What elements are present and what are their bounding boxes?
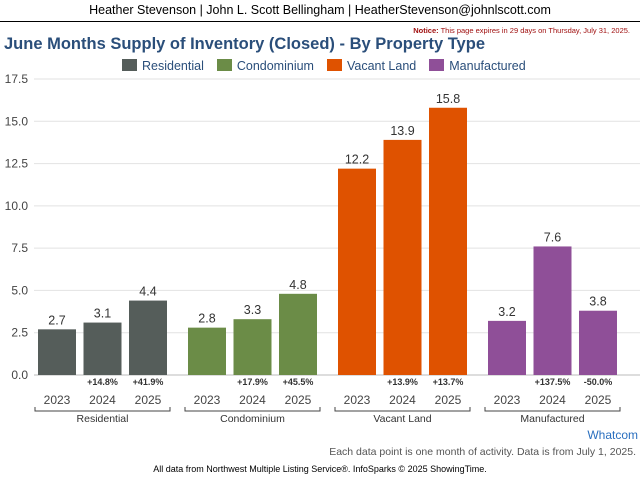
bar [83,322,122,375]
legend-label: Manufactured [449,58,526,73]
agent-header: Heather Stevenson | John L. Scott Bellin… [0,0,640,22]
bar-value-label: 12.2 [345,153,369,167]
y-tick-label: 15.0 [5,114,29,128]
data-credit: All data from Northwest Multiple Listing… [153,464,487,474]
bar [129,300,167,375]
y-tick-label: 0.0 [11,368,28,382]
bar-value-label: 13.9 [390,124,414,138]
year-tick-label: 2025 [435,393,462,407]
legend-label: Vacant Land [346,58,417,73]
group-bracket [334,407,471,412]
bar-value-label: 4.4 [139,285,156,299]
change-label: +17.9% [237,377,268,387]
year-tick-label: 2023 [194,393,221,407]
y-tick-label: 2.5 [11,326,28,340]
legend-swatch [122,58,137,71]
bar-value-label: 2.7 [48,313,65,327]
bar [488,320,526,375]
agent-contact-line: Heather Stevenson | John L. Scott Bellin… [89,3,551,17]
bar-value-label: 3.1 [94,307,111,321]
bar-value-label: 2.8 [198,312,215,326]
bar-value-label: 4.8 [289,278,306,292]
group-label: Vacant Land [373,413,431,425]
bar-value-label: 7.6 [544,230,561,244]
year-tick-label: 2024 [539,393,566,407]
bar [579,310,617,375]
chart-legend: Residential Condominium Vacant Land Manufac… [122,57,539,73]
y-tick-label: 5.0 [11,283,28,297]
bar [338,168,376,375]
year-tick-label: 2024 [89,393,116,407]
year-tick-label: 2023 [344,393,371,407]
legend-swatch [216,58,232,71]
group-label: Condominium [220,413,285,425]
group-label: Residential [77,413,129,425]
bar [533,246,572,375]
legend-label: Condominium [236,58,314,73]
legend-item[interactable]: Vacant Land [326,58,417,73]
y-tick-label: 17.5 [5,72,29,86]
change-label: +13.7% [433,377,464,387]
change-label: +41.9% [133,377,164,387]
year-tick-label: 2025 [135,393,162,407]
change-label: +14.8% [87,377,118,387]
bar-chart: 0.0 2.5 5.0 7.5 10.0 12.5 15.0 17.5 2.7 2023 3.1 +1… [5,72,640,425]
bar [38,329,76,375]
bar-value-label: 3.3 [244,303,261,317]
legend-item[interactable]: Manufactured [429,58,526,73]
notice-label: Notice: [413,26,439,35]
change-label: +45.5% [283,377,314,387]
legend-swatch [429,58,445,71]
y-tick-label: 12.5 [5,157,29,171]
chart-title: June Months Supply of Inventory (Closed)… [4,35,485,53]
bar [279,293,317,375]
bar-value-label: 15.8 [436,92,460,106]
y-tick-label: 7.5 [11,241,28,255]
group-bracket [184,407,321,412]
change-label: +13.9% [387,377,418,387]
bar [233,319,272,375]
legend-label: Residential [142,58,204,73]
expiry-notice: Notice: This page expires in 29 days on … [413,26,630,35]
bar [429,107,467,376]
y-tick-label: 10.0 [5,199,29,213]
legend-swatch [326,58,342,71]
bar [383,139,422,375]
group-bracket [34,407,171,412]
year-tick-label: 2024 [389,393,416,407]
bar-value-label: 3.8 [589,295,606,309]
bar [188,327,226,375]
legend-item[interactable]: Residential [122,58,204,73]
year-tick-label: 2025 [585,393,612,407]
year-tick-label: 2023 [44,393,71,407]
notice-text: This page expires in 29 days on Thursday… [440,26,630,35]
year-tick-label: 2023 [494,393,521,407]
group-bracket [484,407,621,412]
bar-value-label: 3.2 [498,305,515,319]
brand-link[interactable]: Whatcom [587,428,638,442]
year-tick-label: 2025 [285,393,312,407]
change-label: -50.0% [584,377,613,387]
group-label: Manufactured [520,413,584,425]
data-footnote: Each data point is one month of activity… [329,446,636,458]
year-tick-label: 2024 [239,393,266,407]
change-label: +137.5% [535,377,571,387]
legend-item[interactable]: Condominium [216,58,314,73]
